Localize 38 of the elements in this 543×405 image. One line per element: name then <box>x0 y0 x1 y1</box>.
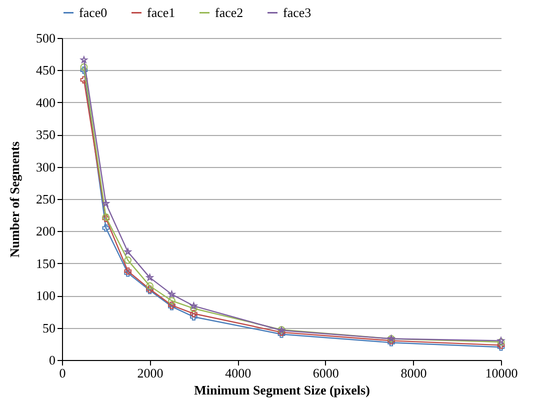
x-tick-label: 0 <box>59 366 66 380</box>
y-axis-title: Number of Segments <box>7 141 22 258</box>
point <box>102 224 110 232</box>
legend-label: face3 <box>283 4 312 20</box>
x-tick-label: 2000 <box>137 366 164 380</box>
x-tick-label: 4000 <box>225 366 252 380</box>
y-tick-label: 450 <box>36 62 56 78</box>
point <box>190 313 198 321</box>
y-tick-label: 300 <box>36 159 56 174</box>
point <box>190 304 198 312</box>
y-tick-label: 50 <box>42 320 56 336</box>
point <box>146 274 154 281</box>
x-axis-title: Minimum Segment Size (pixels) <box>194 382 370 398</box>
point <box>124 248 132 255</box>
y-tick-label: 0 <box>49 352 56 368</box>
legend-label: face0 <box>79 4 108 20</box>
point <box>190 310 198 318</box>
legend-label: face2 <box>215 4 244 20</box>
y-tick-label: 100 <box>36 288 56 304</box>
point <box>80 56 88 63</box>
y-tick-label: 350 <box>36 127 56 142</box>
x-tick-label: 6000 <box>312 366 339 380</box>
y-tick-label: 400 <box>36 94 56 110</box>
y-tick-label: 250 <box>36 192 56 206</box>
point <box>168 290 176 298</box>
point <box>124 256 132 264</box>
point <box>168 297 176 304</box>
point <box>190 302 198 309</box>
x-tick-label: 10000 <box>485 366 518 380</box>
point <box>146 282 154 290</box>
x-tick-label: 8000 <box>400 366 427 380</box>
legend-label: face1 <box>147 4 176 20</box>
point <box>80 66 88 74</box>
y-tick-label: 200 <box>36 224 56 239</box>
y-tick-label: 500 <box>36 30 56 46</box>
point <box>102 200 110 207</box>
point <box>80 63 88 71</box>
y-tick-label: 150 <box>36 256 56 271</box>
